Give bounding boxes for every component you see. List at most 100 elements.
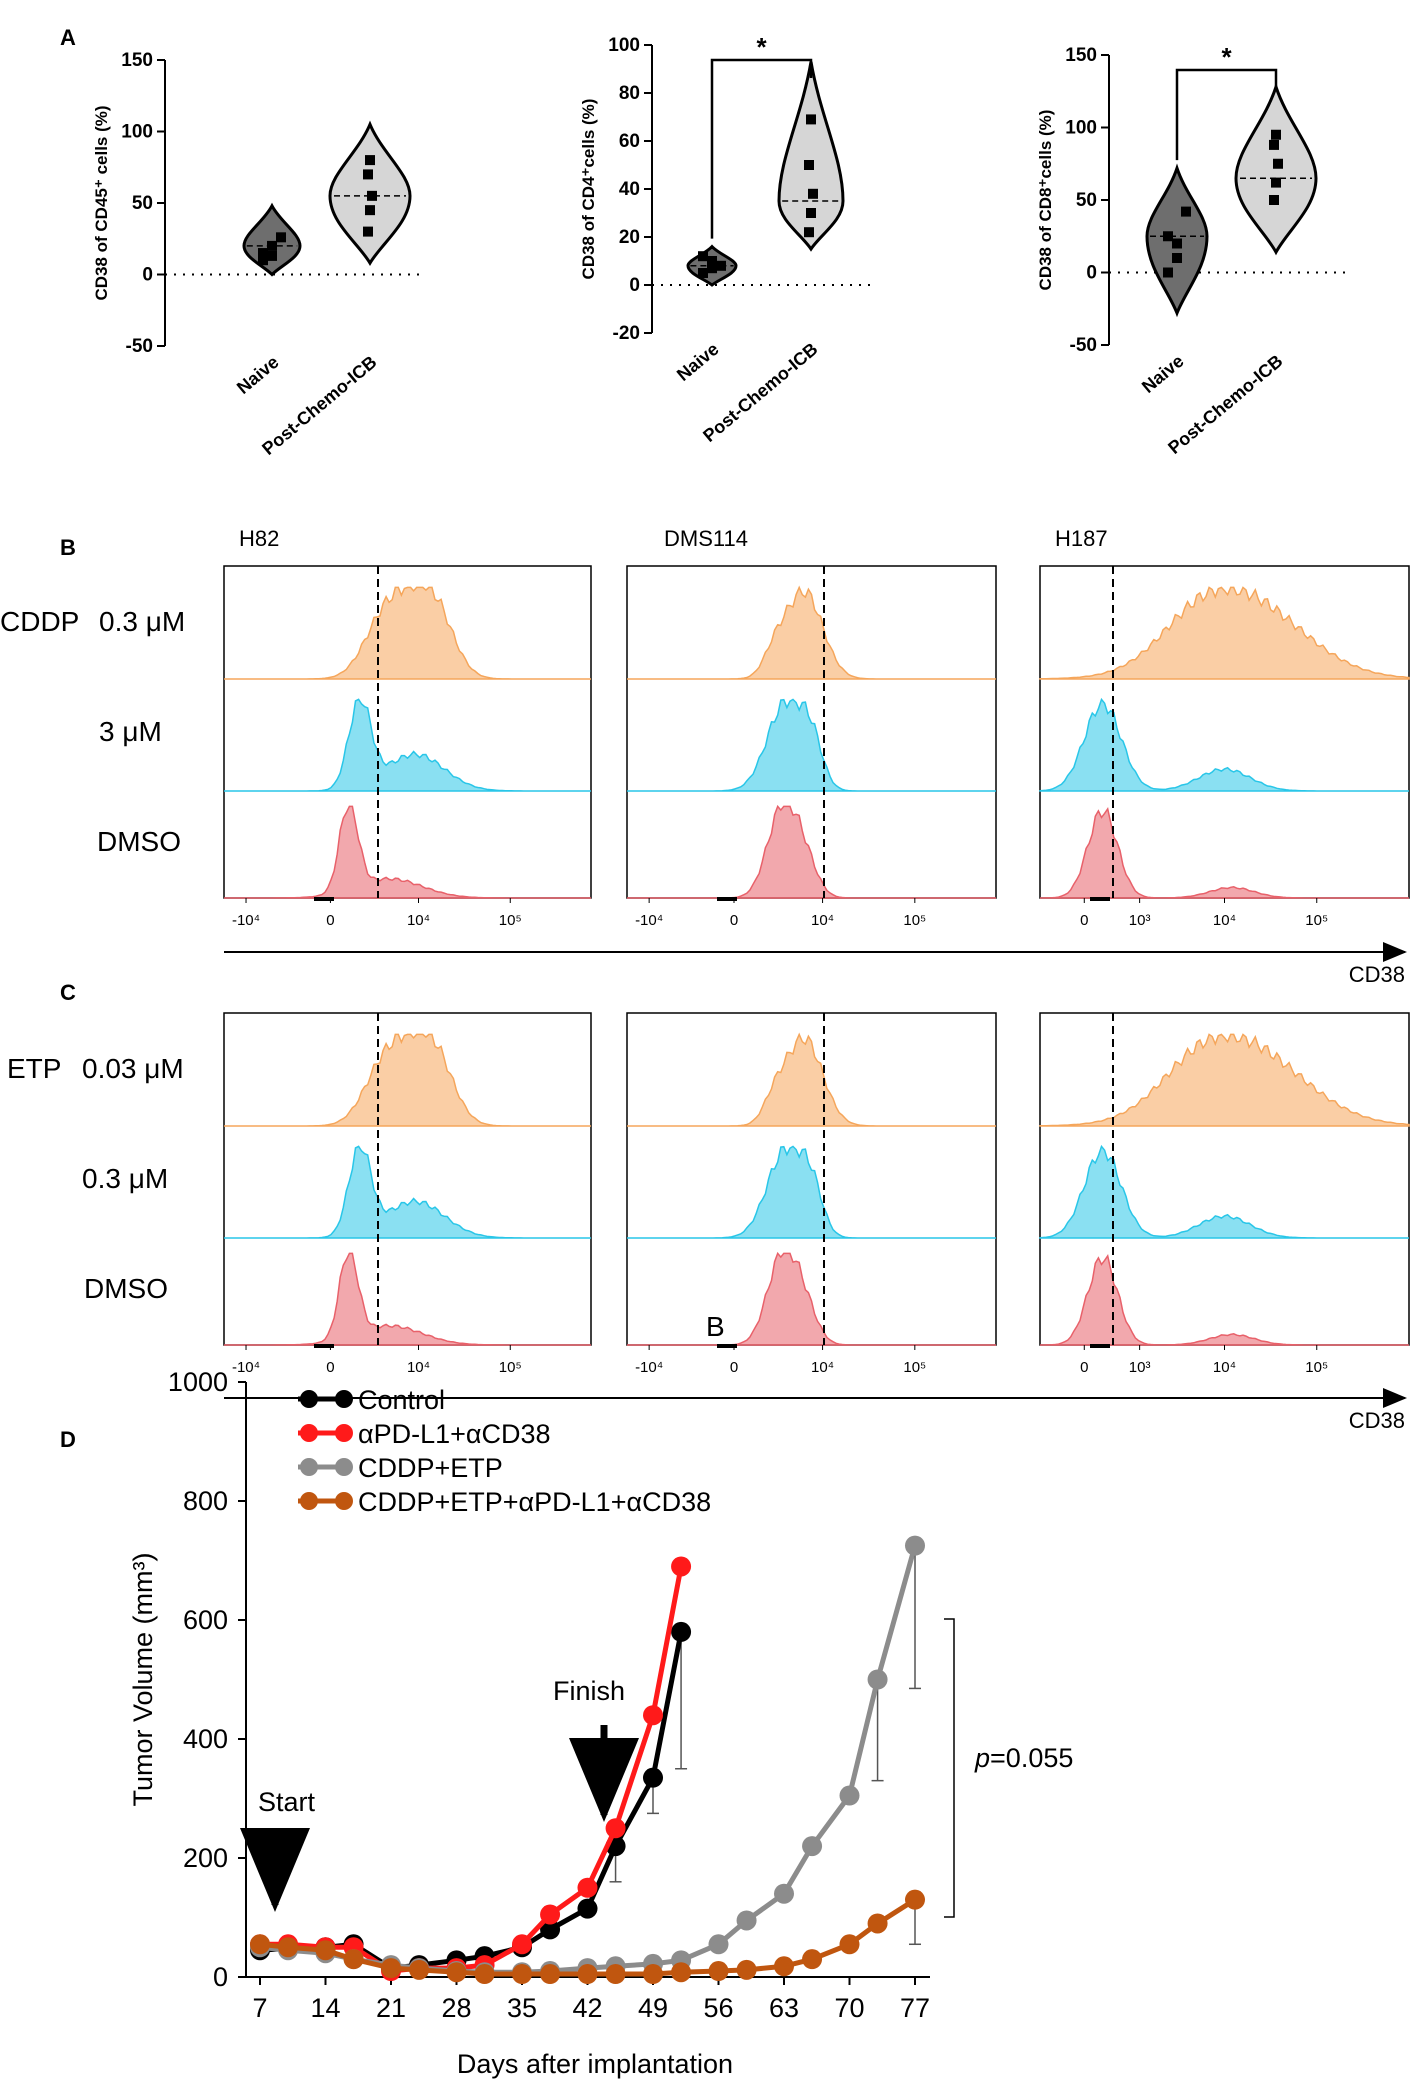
data-point: [804, 227, 814, 238]
legend-marker: [300, 1390, 318, 1408]
series-3-point: [905, 1889, 925, 1910]
series-3-point: [343, 1949, 364, 1970]
legend-label: CDDP+ETP+αPD-L1+αCD38: [358, 1487, 711, 1517]
x-tick-label: 49: [638, 1993, 668, 2023]
x-tick-label: 42: [572, 1993, 602, 2023]
y-tick-label: 50: [1076, 190, 1097, 211]
axis-mark: [314, 1344, 334, 1348]
panel-d-tumor-volume-chart: 0 200 400 600 800 1000 7 14 21 28 35 42 49 56 63 70 77 Da…: [128, 1367, 1073, 2079]
x-tick-label: 10⁴: [407, 912, 430, 929]
series-0-point: [540, 1919, 561, 1940]
y-axis-label: Tumor Volume (mm³): [128, 1552, 158, 1806]
data-point: [808, 188, 818, 199]
panel-label-a: A: [60, 25, 76, 50]
x-tick-label: 10⁵: [499, 1359, 522, 1376]
series-1-point: [512, 1934, 532, 1955]
x-tick-label: 10³: [1129, 1359, 1151, 1376]
series-2-point: [774, 1883, 794, 1904]
comparison-bracket: [944, 1618, 955, 1918]
y-tick-label: 100: [1065, 118, 1097, 139]
y-tick-label: 50: [132, 193, 153, 214]
panel-label-d: D: [60, 1427, 76, 1452]
y-tick-label: 60: [619, 131, 640, 152]
column-title: DMS114: [664, 526, 748, 551]
y-tick-label: 150: [121, 50, 153, 71]
x-tick-label: -10⁴: [232, 1359, 260, 1376]
significance-bracket: [710, 58, 813, 239]
significance-star: *: [756, 32, 767, 62]
series-3-point: [643, 1964, 663, 1985]
row-label-control: DMSO: [97, 826, 181, 857]
series-1-point: [577, 1877, 598, 1898]
series-2-point: [867, 1669, 888, 1690]
legend-marker: [300, 1424, 318, 1442]
series-3-point: [708, 1961, 729, 1982]
histogram-row-1: [224, 698, 591, 792]
data-point: [698, 268, 708, 278]
y-tick-label: -50: [126, 336, 153, 357]
histogram-row-2: [224, 805, 591, 899]
axis-mark: [1090, 897, 1110, 901]
y-tick-label: 0: [213, 1962, 228, 1992]
panel-a-violin-plots: -50 0 50 100 150 CD38 of CD45⁺ cells (%) Naive…: [92, 32, 1345, 459]
violin-post-chemo-icb: [777, 61, 845, 252]
series-3-point: [278, 1937, 299, 1958]
data-point: [365, 155, 375, 166]
x-axis-label: Days after implantation: [457, 2049, 733, 2079]
x-tick-label: 10⁴: [1213, 912, 1236, 929]
histogram-row-2: [224, 1252, 591, 1346]
data-point: [258, 255, 268, 266]
x-tick-label: 10⁴: [811, 912, 834, 929]
series-3-point: [540, 1964, 561, 1985]
y-tick-label: 200: [183, 1843, 228, 1873]
series-0-point: [671, 1621, 692, 1642]
x-tick-label: -10⁴: [635, 1359, 663, 1376]
series-3-point: [671, 1962, 692, 1983]
data-point: [698, 251, 708, 262]
series-1-line: [260, 1566, 684, 1974]
x-tick-label: 10⁵: [1305, 912, 1328, 929]
histogram-row-2: [1040, 1254, 1409, 1346]
y-tick-label: 20: [619, 227, 640, 248]
start-annotation: Start: [258, 1787, 316, 1817]
x-tick-label: 10⁴: [811, 1359, 834, 1376]
histogram-row-0: [1039, 586, 1410, 680]
histogram-row-0: [627, 1032, 996, 1127]
violin-naive: [242, 202, 302, 277]
series-3-point: [577, 1964, 598, 1985]
data-point: [267, 250, 277, 261]
series-3-point: [250, 1934, 270, 1955]
data-point: [1172, 238, 1182, 249]
x-tick-label: 10⁵: [1305, 1359, 1328, 1376]
histogram-row-2: [1040, 807, 1409, 899]
series-3-point: [802, 1949, 823, 1970]
x-tick-label: 10⁵: [903, 1359, 926, 1376]
histogram-row-0: [224, 1033, 591, 1127]
panel-label-b: B: [60, 535, 76, 560]
y-tick-label: 0: [629, 275, 640, 296]
y-tick-label: 800: [183, 1486, 228, 1516]
legend-marker: [335, 1424, 353, 1442]
x-tick-label: 70: [834, 1993, 864, 2023]
series-1-point: [671, 1556, 692, 1577]
data-point: [1269, 195, 1279, 205]
legend-marker: [300, 1458, 318, 1476]
x-tick-label: 10⁴: [1213, 1359, 1236, 1376]
y-tick-label: 400: [183, 1724, 228, 1754]
category-label: Naive: [233, 352, 283, 398]
data-point: [1163, 231, 1173, 242]
y-tick-label: 0: [1086, 263, 1097, 284]
data-point: [365, 205, 375, 216]
series-1-point: [643, 1705, 663, 1726]
x-tick-label: 0: [1080, 1359, 1088, 1376]
data-point: [1271, 129, 1281, 140]
series-3-point: [474, 1964, 495, 1985]
x-tick-label: -10⁴: [232, 912, 260, 929]
row-label-mid: 0.3 μM: [82, 1163, 168, 1194]
data-point: [1273, 158, 1283, 169]
row-label-high: 0.3 μM: [99, 606, 185, 637]
series-2-point: [802, 1836, 823, 1857]
data-point: [1172, 253, 1182, 263]
series-2-point: [839, 1785, 860, 1806]
